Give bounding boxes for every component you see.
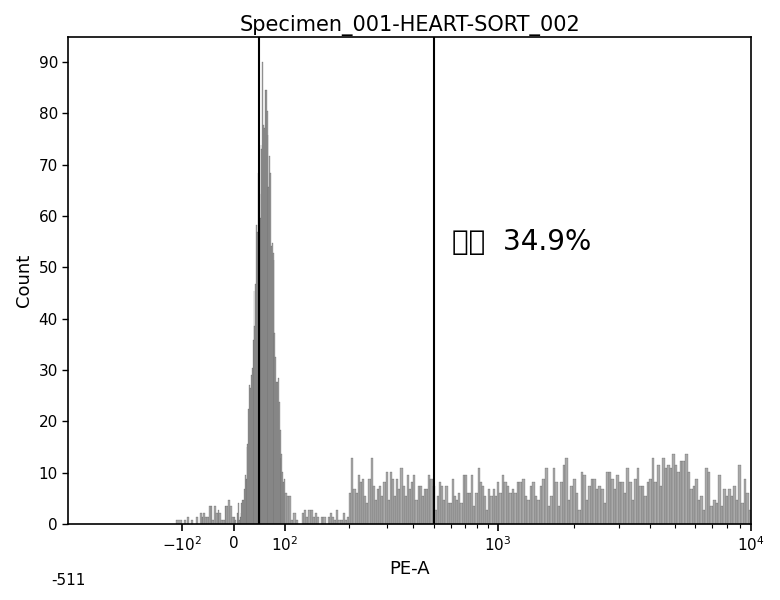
Y-axis label: Count: Count (15, 254, 33, 307)
Text: -511: -511 (51, 572, 86, 587)
Text: 心：  34.9%: 心： 34.9% (452, 228, 591, 256)
X-axis label: PE-A: PE-A (389, 560, 430, 578)
Title: Specimen_001-HEART-SORT_002: Specimen_001-HEART-SORT_002 (239, 15, 580, 36)
